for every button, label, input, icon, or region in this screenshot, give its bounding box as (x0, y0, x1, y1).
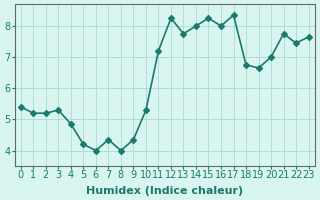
X-axis label: Humidex (Indice chaleur): Humidex (Indice chaleur) (86, 186, 243, 196)
